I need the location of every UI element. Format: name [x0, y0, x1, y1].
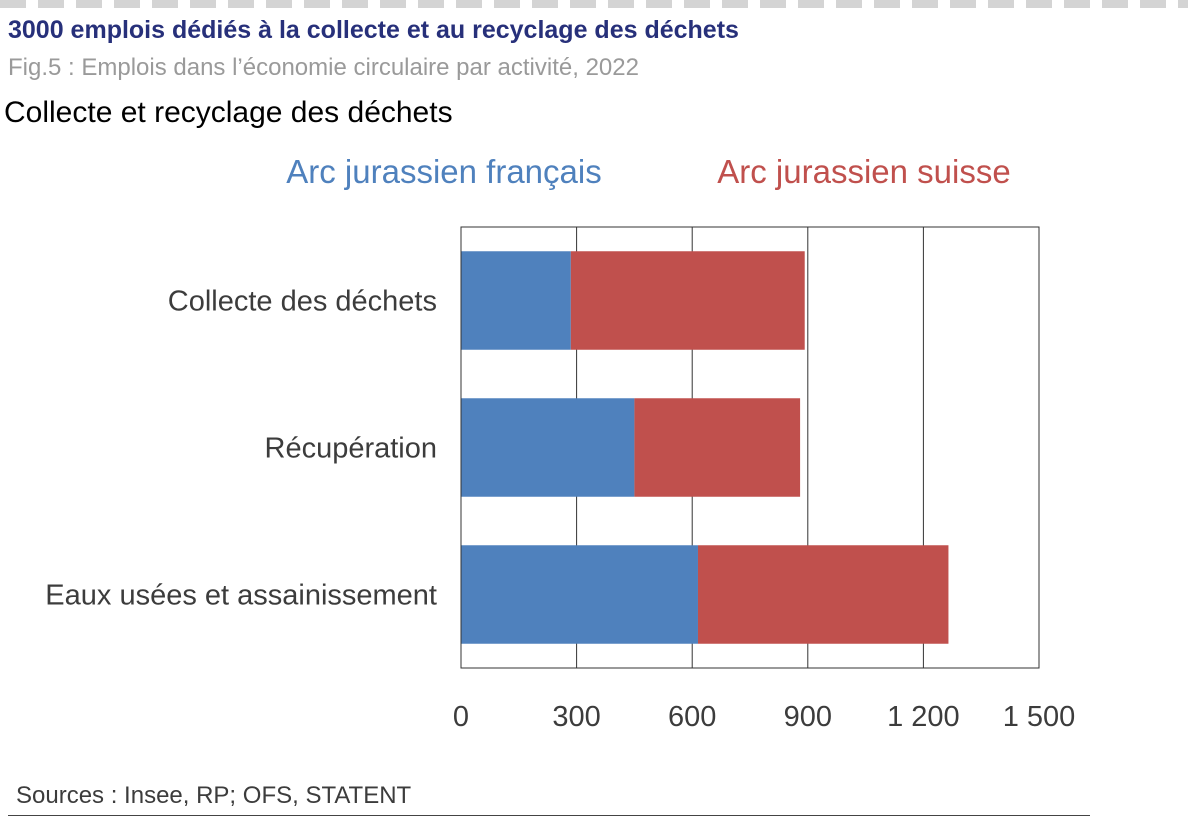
figure-subtitle: Fig.5 : Emplois dans l’économie circulai… [8, 54, 639, 81]
chart-section-title: Collecte et recyclage des déchets [4, 96, 453, 129]
bar-segment [461, 545, 698, 644]
category-labels: Collecte des déchets Récupération Eaux usé… [45, 286, 437, 612]
bar-segment [461, 398, 635, 497]
x-tick-label: 1 200 [887, 701, 960, 733]
bar-segment [697, 545, 949, 644]
category-label: Récupération [265, 433, 438, 465]
source-divider [8, 815, 1090, 816]
x-axis-tick-labels: 0 300 600 900 1 200 1 500 [453, 701, 1075, 733]
x-tick-label: 1 500 [1003, 701, 1076, 733]
top-dashed-rule [0, 0, 1188, 8]
plot-frame [460, 226, 1040, 669]
category-label: Eaux usées et assainissement [45, 580, 437, 612]
source-note: Sources : Insee, RP; OFS, STATENT [16, 782, 412, 809]
headline: 3000 emplois dédiés à la collecte et au … [8, 16, 739, 44]
x-tick-label: 600 [668, 701, 716, 733]
x-tick-label: 900 [784, 701, 832, 733]
bar-segment [461, 251, 571, 350]
category-label: Collecte des déchets [168, 286, 437, 318]
chart-bars [461, 251, 949, 644]
legend-label-2: Arc jurassien suisse [717, 153, 1010, 190]
x-tick-label: 0 [453, 701, 469, 733]
stacked-bar-chart: Arc jurassien français Arc jurassien suis… [45, 153, 1075, 733]
x-tick-label: 300 [552, 701, 600, 733]
legend-label-1: Arc jurassien français [286, 153, 601, 190]
bar-segment [634, 398, 801, 497]
chart-legend: Arc jurassien français Arc jurassien suis… [286, 153, 1010, 190]
bar-segment [570, 251, 805, 350]
